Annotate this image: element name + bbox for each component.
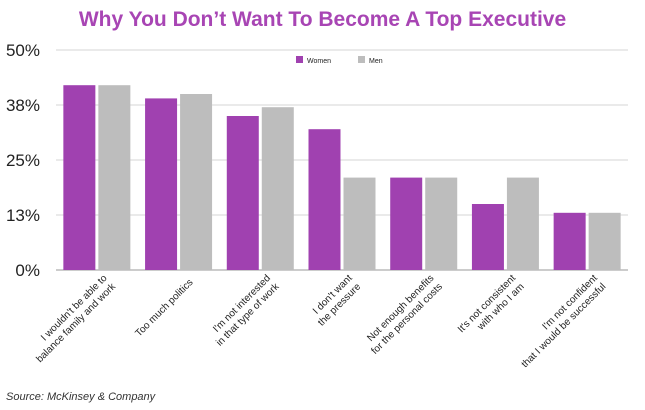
x-tick-label: Too much politics [134,277,196,339]
bar-men [180,94,213,270]
x-tick-label: I don't wantthe pressure [308,273,364,329]
svg-text:I wouldn't be able tobalance f: I wouldn't be able tobalance family and … [26,272,119,365]
legend-label-men: Men [369,58,383,65]
bar-women [553,212,586,270]
x-tick-label: I'm not interestedin that type of work [206,272,282,349]
bar-women [471,204,504,270]
chart-title: Why You Don’t Want To Become A Top Execu… [78,8,567,31]
bar-men [343,177,376,270]
y-tick-label: 0% [15,261,40,280]
x-tick-label: It's not consistentwith who I am [456,273,527,344]
x-tick-label: Not enough benefitsfor the personal cost… [361,273,445,357]
y-tick-label: 25% [6,151,40,170]
x-tick-label: I wouldn't be able tobalance family and … [26,272,119,365]
bar-men [261,107,294,270]
svg-text:I don't wantthe pressure: I don't wantthe pressure [308,273,364,329]
bar-men [425,177,458,270]
bar-women [63,85,96,270]
bar-women [226,116,259,270]
legend-swatch-men [358,56,365,63]
svg-text:I'm not interestedin that type: I'm not interestedin that type of work [206,272,282,348]
y-tick-label: 13% [6,206,40,225]
legend-swatch-women [296,56,303,63]
bar-men [506,177,539,270]
bar-women [390,177,423,270]
source-note: Source: McKinsey & Company [6,391,156,403]
y-tick-label: 50% [6,41,40,60]
svg-text:Too much politics: Too much politics [134,277,196,339]
legend-label-women: Women [307,58,331,65]
svg-text:I'm not confidentthat I would: I'm not confidentthat I would be success… [511,273,608,370]
svg-text:Not enough benefitsfor the per: Not enough benefitsfor the personal cost… [361,273,445,357]
bar-women [145,98,178,271]
y-tick-label: 38% [6,96,40,115]
bar-men [98,85,131,270]
svg-text:It's not consistentwith who I: It's not consistentwith who I am [456,273,527,344]
bar-women [308,129,341,270]
bar-men [588,212,621,270]
x-tick-label: I'm not confidentthat I would be success… [511,273,609,370]
